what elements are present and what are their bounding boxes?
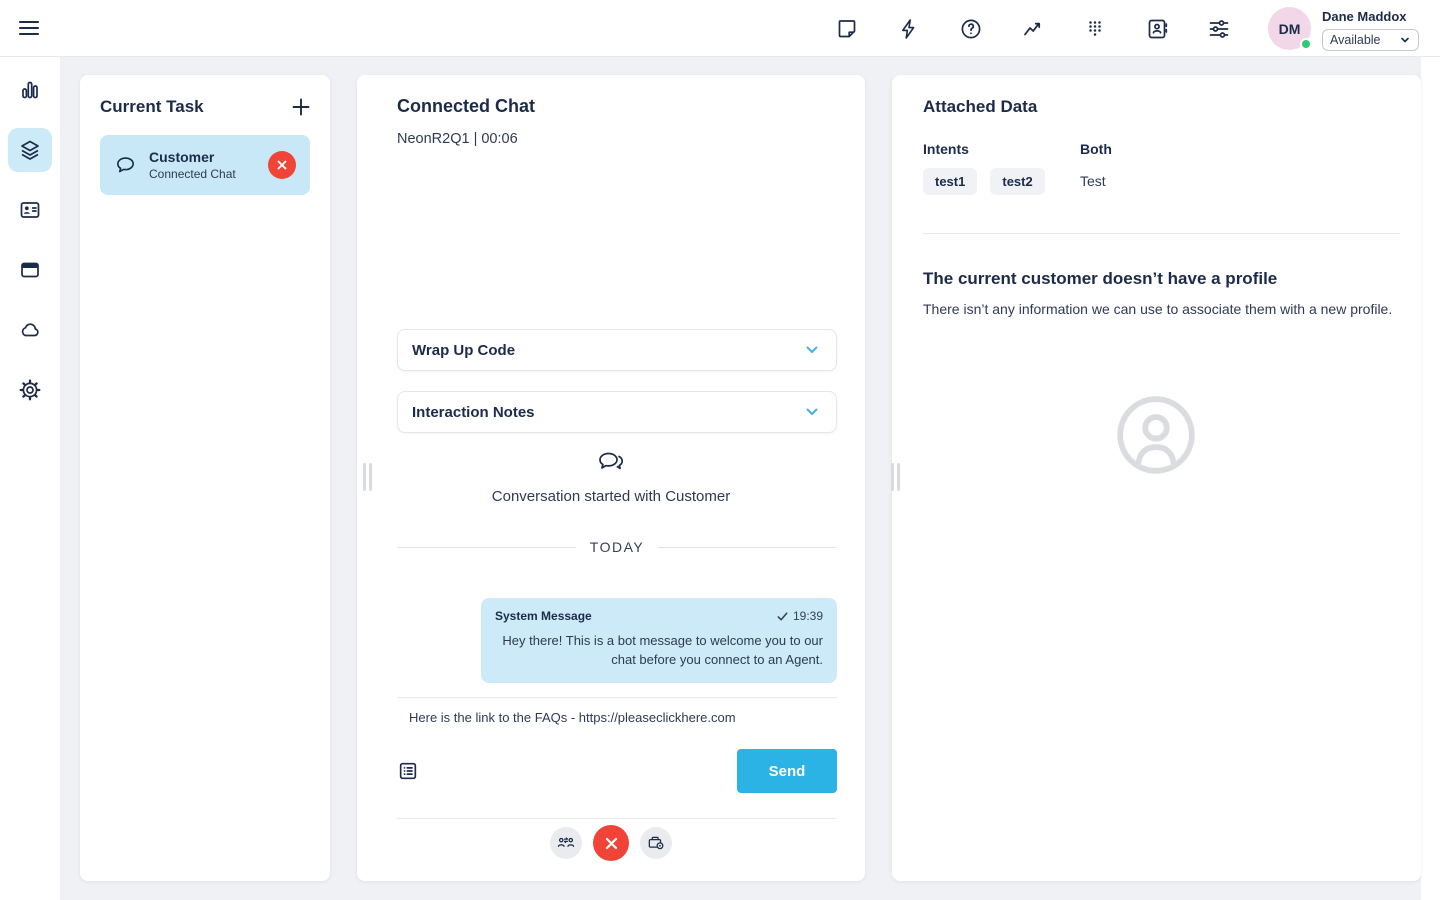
conversation-started-text: Conversation started with Customer [491, 488, 731, 505]
profile-placeholder-icon [1113, 392, 1199, 478]
task-type: Connected Chat [149, 167, 236, 181]
intent-chip: test2 [990, 168, 1045, 195]
current-task-panel: Current Task Customer Connected Chat [80, 75, 330, 881]
message-time: 19:39 [792, 609, 823, 623]
attached-data-panel: Attached Data Intents test1 test2 Both T… [892, 75, 1421, 881]
intents-section: Intents test1 test2 [923, 141, 1045, 195]
no-profile-text: There isn’t any information we can use t… [923, 301, 1393, 317]
topbar-action-icons [834, 16, 1232, 42]
both-section: Both Test [1080, 141, 1112, 189]
task-item-customer[interactable]: Customer Connected Chat [100, 135, 310, 195]
system-message-bubble: System Message 19:39 Hey there! This is … [481, 598, 837, 683]
bar-chart-icon[interactable] [18, 78, 42, 102]
quick-actions-bolt-icon[interactable] [896, 16, 922, 42]
add-task-icon[interactable] [288, 94, 314, 120]
chat-bubble-icon [117, 156, 134, 172]
id-card-icon[interactable] [18, 198, 42, 222]
actions-divider [397, 818, 837, 819]
scroll-gutter [1421, 57, 1440, 900]
end-chat-icon[interactable] [593, 825, 629, 861]
message-text: Hey there! This is a bot message to welc… [502, 633, 823, 667]
help-icon[interactable] [958, 16, 984, 42]
chat-subtitle: NeonR2Q1 | 00:06 [397, 131, 518, 147]
panel-resize-handle[interactable] [363, 463, 372, 491]
message-meta: 19:39 [776, 609, 823, 623]
intents-label: Intents [923, 141, 969, 157]
cloud-icon[interactable] [18, 318, 42, 342]
both-label: Both [1080, 141, 1112, 157]
status-select-value: Available [1330, 33, 1381, 47]
both-value: Test [1080, 173, 1106, 189]
top-bar: DM Dane Maddox Available [0, 0, 1440, 57]
interaction-notes-label: Interaction Notes [412, 403, 535, 421]
nav-rail [0, 57, 60, 900]
chat-title: Connected Chat [397, 96, 536, 116]
day-divider: TODAY [397, 539, 837, 555]
connected-chat-panel: Connected Chat NeonR2Q1 | 00:06 Wrap Up … [357, 75, 865, 881]
conversation-bubbles-icon [357, 447, 865, 477]
interaction-notes-accordion[interactable]: Interaction Notes [397, 391, 837, 433]
chevron-down-icon [806, 346, 818, 353]
panel-resize-handle[interactable] [891, 463, 900, 491]
input-divider [397, 697, 837, 698]
browser-window-icon[interactable] [18, 258, 42, 282]
task-name: Customer [149, 149, 215, 165]
status-dot [1300, 38, 1312, 50]
avatar-initials: DM [1278, 20, 1301, 37]
layers-icon[interactable] [18, 138, 42, 162]
send-button[interactable]: Send [737, 749, 837, 793]
settings-sliders-icon[interactable] [1206, 16, 1232, 42]
no-profile-title: The current customer doesn’t have a prof… [923, 269, 1278, 288]
address-book-icon[interactable] [1144, 16, 1170, 42]
delivered-check-icon [777, 611, 788, 621]
dialpad-icon[interactable] [1082, 16, 1108, 42]
chevron-down-icon [806, 408, 818, 415]
device-badge-icon[interactable] [640, 827, 672, 859]
close-task-icon[interactable] [268, 151, 296, 179]
wrap-up-code-label: Wrap Up Code [412, 341, 516, 359]
current-task-title: Current Task [100, 97, 204, 116]
transfer-icon[interactable] [550, 827, 582, 859]
profile-divider [923, 233, 1400, 234]
agent-name: Dane Maddox [1322, 9, 1407, 24]
hamburger-menu-icon[interactable] [16, 15, 42, 41]
wrap-up-code-accordion[interactable]: Wrap Up Code [397, 329, 837, 371]
chevron-down-icon [1401, 37, 1409, 43]
message-sender: System Message [495, 609, 592, 623]
analytics-icon[interactable] [1020, 16, 1046, 42]
message-input[interactable]: Here is the link to the FAQs - https://p… [409, 710, 736, 725]
canned-responses-icon[interactable] [397, 760, 419, 782]
intent-chip: test1 [923, 168, 978, 195]
attached-data-title: Attached Data [923, 97, 1038, 116]
status-select[interactable]: Available [1322, 29, 1419, 51]
gear-icon[interactable] [18, 378, 42, 402]
agent-avatar[interactable]: DM [1268, 7, 1312, 50]
interaction-actions [357, 825, 865, 861]
note-icon[interactable] [834, 16, 860, 42]
day-divider-label: TODAY [589, 539, 645, 555]
